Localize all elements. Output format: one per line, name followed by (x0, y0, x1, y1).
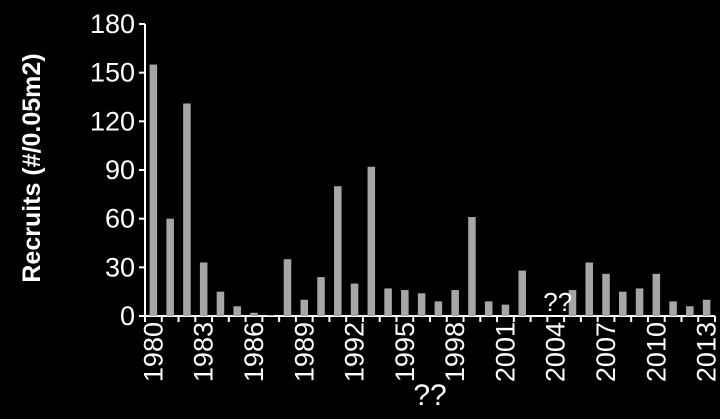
y-tick-label: 180 (90, 9, 135, 39)
annotation-label: ?? (543, 287, 572, 317)
bar (417, 293, 426, 316)
bar (149, 64, 158, 316)
y-tick-label: 120 (90, 106, 135, 136)
bar (501, 304, 510, 316)
axes (144, 24, 715, 317)
bar (635, 288, 644, 316)
bar (183, 103, 191, 316)
x-tick-label: 1992 (340, 322, 370, 382)
bar (199, 262, 208, 316)
x-tick-label: 2010 (641, 322, 671, 382)
x-tick-label: 2013 (692, 322, 720, 382)
bar (266, 315, 275, 316)
x-tick-label: 2001 (490, 322, 520, 382)
y-tick-label: 60 (105, 204, 135, 234)
x-tick-label: 2004 (541, 322, 571, 382)
bar (602, 273, 610, 316)
x-tick-label: 1995 (390, 322, 420, 382)
bar (233, 306, 241, 316)
bar (568, 290, 577, 316)
bar (702, 299, 711, 316)
bar (585, 262, 594, 316)
bar (484, 301, 493, 316)
bar (518, 270, 526, 316)
bar (401, 290, 409, 316)
x-axis-ticks: 1980 1983 1986 1989 1992 1995 1998 2001 2004 2007… (138, 316, 720, 382)
bar (166, 218, 174, 316)
y-tick-label: 0 (120, 301, 135, 331)
bar (652, 273, 661, 316)
bar (434, 301, 443, 316)
y-axis-label: Recruits (#/0.05m2) (18, 53, 46, 282)
bar (669, 301, 677, 316)
bar (216, 291, 225, 316)
bar (468, 217, 476, 316)
x-tick-label: 1980 (138, 322, 168, 382)
bar (300, 299, 309, 316)
x-tick-label: 1983 (189, 322, 219, 382)
bar (384, 288, 392, 316)
annotation-label: ?? (413, 379, 446, 412)
y-axis-ticks: 0 30 60 90 120 150 180 (90, 9, 145, 331)
bar (686, 306, 694, 316)
bar (350, 283, 359, 316)
y-tick-label: 150 (90, 58, 135, 88)
x-tick-label: 1986 (239, 322, 269, 382)
annotations: ???? (413, 287, 572, 412)
y-tick-label: 90 (105, 155, 135, 185)
x-tick-label: 2007 (591, 322, 621, 382)
bar (250, 312, 258, 316)
bars (149, 64, 711, 316)
bar (334, 186, 342, 316)
bar (317, 277, 325, 316)
x-tick-label: 1998 (440, 322, 470, 382)
bar (451, 290, 459, 316)
bar (367, 166, 376, 316)
x-tick-label: 1989 (289, 322, 319, 382)
bar (619, 291, 627, 316)
bar (283, 259, 292, 316)
y-tick-label: 30 (105, 252, 135, 282)
